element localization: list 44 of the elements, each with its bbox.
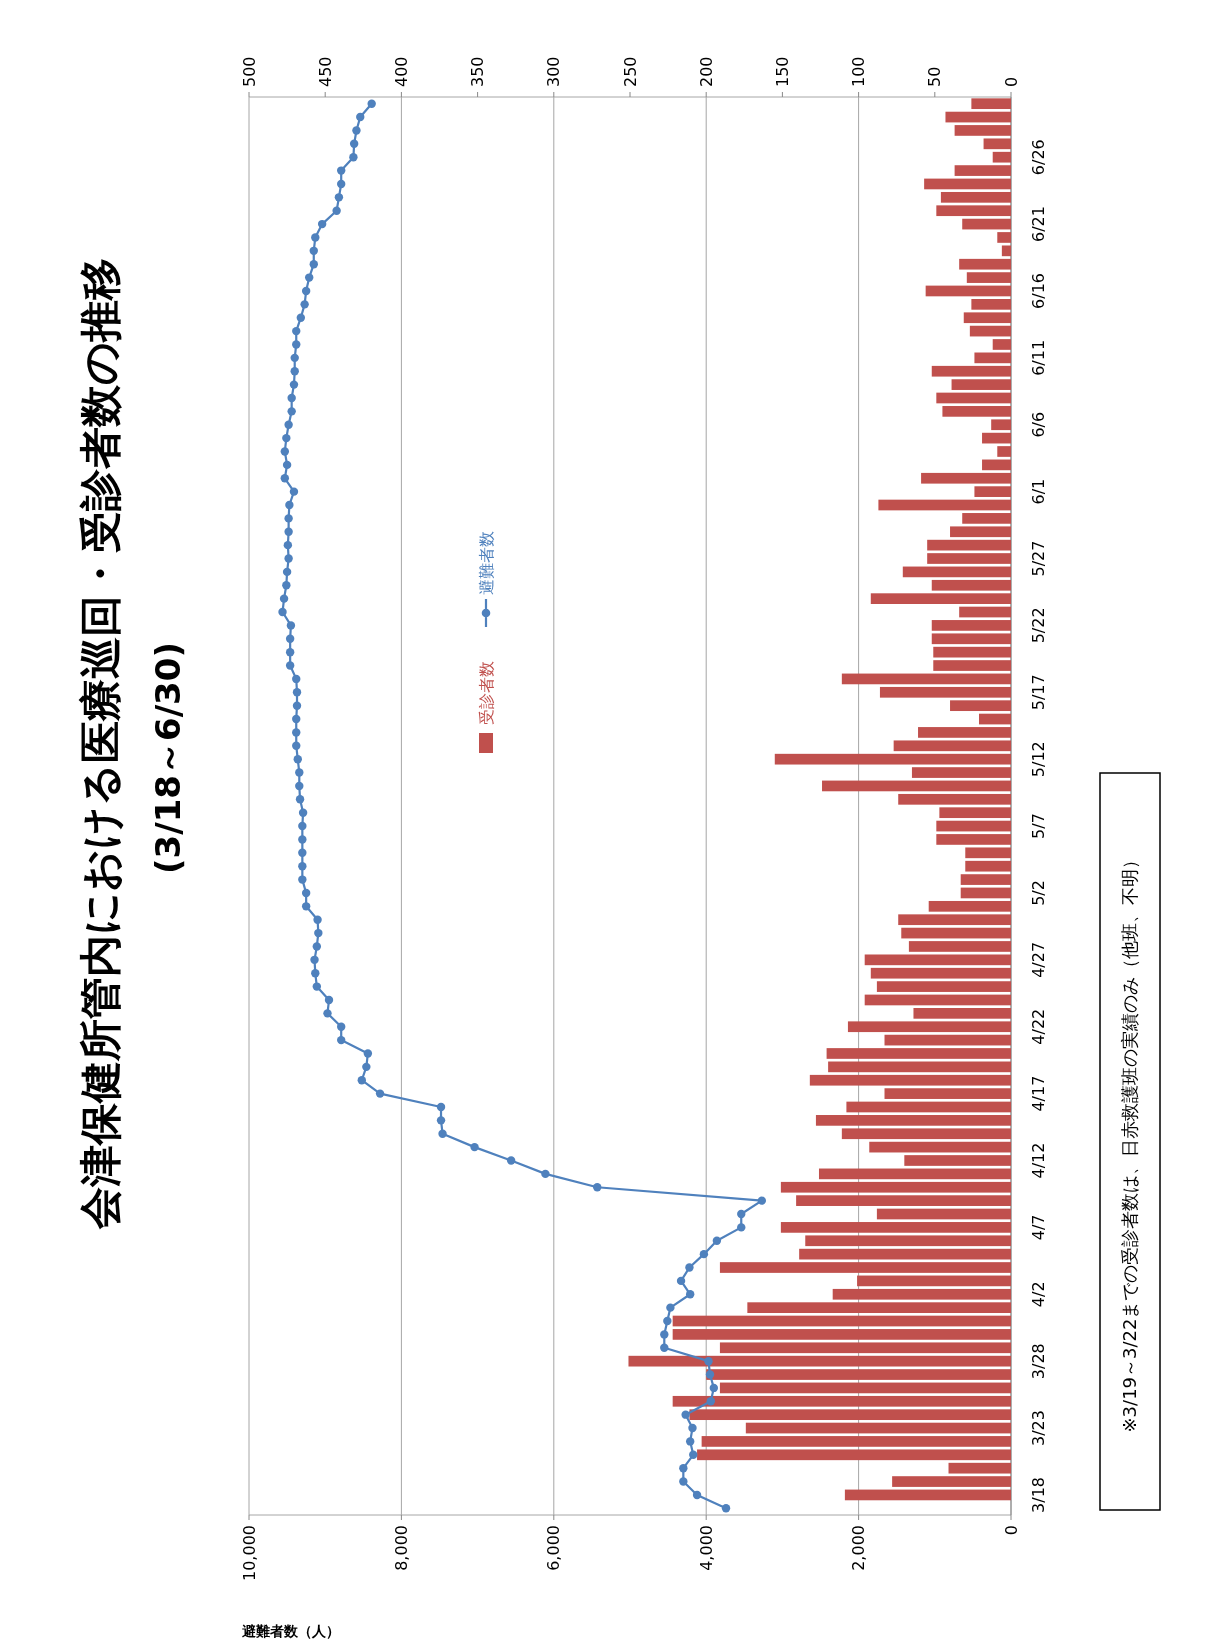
x2-tick-label: 300	[544, 56, 564, 87]
y-tick-label: 3/23	[1028, 1410, 1048, 1447]
y-tick-label: 5/12	[1028, 741, 1048, 778]
x-tick-label: 6,000	[544, 1525, 564, 1571]
x2-tick-label: 400	[392, 56, 411, 87]
y-tick-label: 4/17	[1028, 1075, 1048, 1112]
x2-tick-label: 0	[1001, 76, 1021, 87]
x-tick-label: 4,000	[696, 1525, 716, 1571]
x2-tick-label: 200	[696, 56, 716, 87]
x2-tick-label: 150	[773, 56, 792, 87]
x2-tick-label: 450	[315, 56, 335, 87]
text: (3/18～6/30)	[147, 642, 188, 874]
y-tick-label: 6/16	[1028, 273, 1048, 309]
x-axis-title: 避難者数（人）	[241, 1623, 340, 1639]
x-tick-label: 2,000	[849, 1525, 869, 1571]
y-tick-label: 6/11	[1028, 339, 1048, 376]
y-tick-label: 6/6	[1028, 411, 1048, 438]
y-tick-label: 5/27	[1028, 540, 1048, 577]
text: 会津保健所管内における医療巡回・受診者数の推移	[75, 257, 125, 1230]
y-tick-label: 6/21	[1028, 206, 1048, 243]
x2-tick-label: 50	[925, 66, 945, 87]
x2-tick-label: 100	[849, 56, 869, 87]
y-tick-label: 6/1	[1028, 478, 1048, 505]
y-tick-label: 4/12	[1028, 1142, 1048, 1179]
x-tick-label: 8,000	[392, 1525, 411, 1571]
text: ※3/19～3/22までの受診者数は、日赤救護班の実績のみ（他班、不明）	[1119, 850, 1141, 1433]
text: 受診者数	[476, 661, 496, 725]
x-tick-label: 10,000	[239, 1525, 259, 1581]
y-tick-label: 4/7	[1028, 1214, 1048, 1241]
y-tick-label: 5/22	[1028, 607, 1048, 644]
x2-tick-label: 350	[468, 56, 488, 87]
y-tick-label: 3/28	[1028, 1343, 1048, 1380]
y-tick-label: 5/2	[1028, 880, 1048, 906]
y-tick-label: 4/27	[1028, 941, 1048, 978]
x2-tick-label: 250	[620, 56, 640, 87]
y-tick-label: 3/18	[1028, 1476, 1048, 1513]
x2-tick-label: 500	[239, 56, 259, 87]
y-tick-label: 5/17	[1028, 674, 1048, 711]
y-tick-label: 4/22	[1028, 1008, 1048, 1045]
text: 避難者数	[476, 531, 496, 595]
y-tick-label: 5/7	[1028, 813, 1048, 839]
y-tick-label: 6/26	[1028, 139, 1048, 176]
x-tick-label: 0	[1001, 1525, 1021, 1536]
y-tick-label: 4/2	[1028, 1281, 1048, 1308]
